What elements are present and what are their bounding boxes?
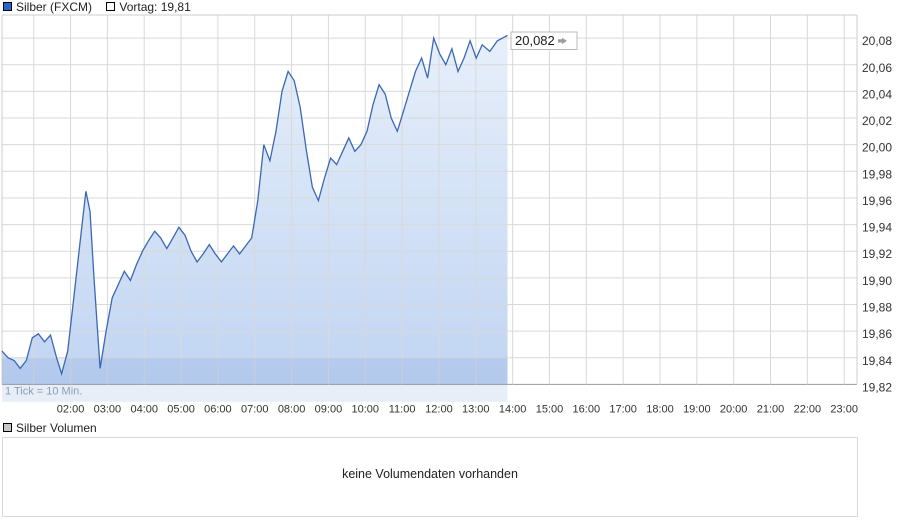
- svg-text:12:00: 12:00: [425, 403, 453, 415]
- svg-text:09:00: 09:00: [315, 403, 343, 415]
- svg-text:10:00: 10:00: [352, 403, 380, 415]
- svg-text:23:00: 23:00: [830, 403, 858, 415]
- svg-text:19,94: 19,94: [862, 221, 892, 235]
- svg-text:21:00: 21:00: [757, 403, 785, 415]
- svg-text:19,98: 19,98: [862, 167, 892, 181]
- svg-text:19,82: 19,82: [862, 380, 892, 394]
- svg-text:20,04: 20,04: [862, 87, 892, 101]
- svg-text:19,90: 19,90: [862, 274, 892, 288]
- svg-text:16:00: 16:00: [573, 403, 601, 415]
- svg-text:20,08: 20,08: [862, 34, 892, 48]
- svg-text:19,86: 19,86: [862, 327, 892, 341]
- svg-text:22:00: 22:00: [794, 403, 822, 415]
- svg-text:06:00: 06:00: [204, 403, 232, 415]
- svg-text:17:00: 17:00: [609, 403, 637, 415]
- svg-text:08:00: 08:00: [278, 403, 306, 415]
- svg-text:19,92: 19,92: [862, 247, 892, 261]
- svg-text:19:00: 19:00: [683, 403, 711, 415]
- svg-text:04:00: 04:00: [130, 403, 158, 415]
- svg-text:20,02: 20,02: [862, 114, 892, 128]
- svg-text:03:00: 03:00: [94, 403, 122, 415]
- svg-text:18:00: 18:00: [646, 403, 674, 415]
- svg-text:20,06: 20,06: [862, 61, 892, 75]
- svg-text:20,00: 20,00: [862, 141, 892, 155]
- svg-text:19,88: 19,88: [862, 301, 892, 315]
- svg-text:05:00: 05:00: [167, 403, 195, 415]
- svg-text:14:00: 14:00: [499, 403, 527, 415]
- svg-text:11:00: 11:00: [389, 403, 416, 415]
- svg-text:02:00: 02:00: [57, 403, 85, 415]
- svg-text:20,082: 20,082: [515, 33, 555, 48]
- svg-text:1 Tick = 10 Min.: 1 Tick = 10 Min.: [5, 386, 82, 398]
- svg-text:20:00: 20:00: [720, 403, 748, 415]
- svg-text:13:00: 13:00: [462, 403, 490, 415]
- svg-text:19,96: 19,96: [862, 194, 892, 208]
- svg-text:19,84: 19,84: [862, 354, 892, 368]
- svg-text:15:00: 15:00: [536, 403, 564, 415]
- svg-text:07:00: 07:00: [241, 403, 269, 415]
